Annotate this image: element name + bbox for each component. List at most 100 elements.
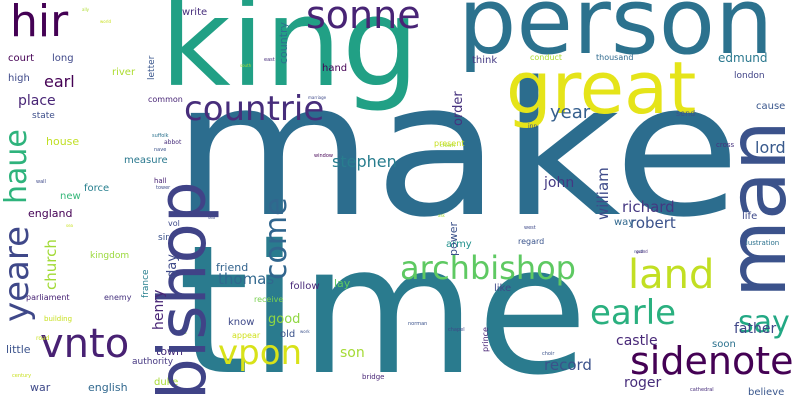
- word-parliament: parliament: [26, 293, 70, 302]
- word-way: way: [614, 217, 635, 228]
- word-good: good: [268, 312, 301, 327]
- word-hand: hand: [322, 63, 348, 74]
- word-king: king: [160, 0, 420, 114]
- word-robert: robert: [630, 214, 676, 232]
- word-road: road: [36, 335, 50, 342]
- word-thomas: thomas: [218, 270, 275, 288]
- word-little: little: [6, 343, 31, 356]
- word-place: place: [18, 93, 56, 109]
- word-haue: haue: [0, 129, 34, 204]
- word-house: house: [46, 135, 80, 148]
- word-ally: ally: [82, 7, 90, 12]
- word-france: france: [141, 269, 151, 298]
- word-countrie: countrie: [184, 89, 325, 129]
- word-cathedral: cathedral: [690, 387, 714, 393]
- word-guard: guard: [636, 249, 648, 254]
- word-castle: castle: [616, 333, 658, 349]
- word-edmund: edmund: [718, 51, 768, 65]
- word-send: send: [676, 109, 696, 118]
- word-receive: receive: [254, 295, 284, 304]
- word-lay: lay: [334, 277, 351, 290]
- word-country: country: [277, 21, 290, 64]
- word-land: land: [628, 252, 715, 298]
- word-tower: tower: [156, 185, 171, 191]
- word-bridge: bridge: [362, 373, 385, 381]
- word-great: great: [506, 46, 697, 130]
- word-man: man: [711, 120, 800, 298]
- word-old: old: [280, 329, 296, 340]
- word-window: window: [314, 153, 333, 159]
- word-long: long: [52, 53, 74, 64]
- word-power: power: [447, 222, 460, 256]
- word-choir: choir: [542, 351, 555, 357]
- word-river: river: [112, 67, 136, 78]
- word-life: life: [742, 211, 758, 222]
- word-record: record: [544, 356, 592, 374]
- word-richard: richard: [622, 198, 675, 216]
- word-earl: earl: [44, 72, 75, 91]
- word-war: war: [30, 381, 51, 394]
- word-high: high: [8, 73, 30, 84]
- word-sea: sea: [66, 223, 73, 228]
- word-think: think: [472, 55, 498, 66]
- word-prince: prince: [481, 327, 490, 352]
- word-order: order: [451, 91, 466, 126]
- word-stephen: stephen: [332, 152, 397, 171]
- word-letter: letter: [147, 55, 157, 80]
- word-lord: lord: [755, 138, 786, 157]
- word-new: new: [60, 191, 81, 202]
- word-appear: appear: [232, 331, 261, 340]
- word-sidenote: sidenote: [630, 339, 794, 383]
- word-roger: roger: [624, 375, 662, 391]
- word-cross: cross: [716, 141, 735, 149]
- word-cause: cause: [756, 101, 786, 112]
- word-mile: mile: [174, 329, 187, 336]
- word-regard: regard: [518, 237, 545, 246]
- word-conduct: conduct: [530, 53, 563, 62]
- word-chapel: chapel: [448, 327, 465, 333]
- word-abbot: abbot: [164, 139, 182, 146]
- word-son: son: [340, 345, 365, 361]
- word-english: english: [88, 381, 128, 394]
- word-wall: wall: [36, 179, 46, 185]
- word-william: william: [594, 167, 612, 220]
- word-make: make: [172, 42, 741, 258]
- word-enemy: enemy: [104, 293, 132, 302]
- word-archbishop: archbishop: [400, 249, 576, 287]
- word-henry: henry: [151, 289, 167, 330]
- word-day: day: [165, 254, 180, 278]
- word-sea-2: sea: [208, 215, 215, 220]
- word-person: person: [458, 0, 774, 75]
- word-yeare: yeare: [0, 225, 37, 322]
- word-year: year: [550, 102, 591, 123]
- word-time: time: [178, 207, 589, 400]
- word-present: present: [434, 139, 465, 148]
- word-south: south: [240, 63, 252, 68]
- word-kingdom: kingdom: [90, 251, 130, 261]
- word-century: century: [12, 373, 32, 379]
- word-earle: earle: [590, 293, 677, 333]
- word-say: say: [738, 305, 790, 340]
- word-army: army: [446, 239, 472, 250]
- word-church: church: [42, 239, 60, 290]
- word-thousand: thousand: [596, 53, 634, 62]
- word-court: court: [8, 53, 34, 64]
- word-force: force: [84, 183, 110, 194]
- word-know: know: [228, 317, 255, 328]
- word-inn: inn: [528, 123, 538, 130]
- word-friend: friend: [216, 261, 249, 274]
- word-sonne: sonne: [306, 0, 421, 37]
- word-common: common: [148, 95, 183, 104]
- word-nave: nave: [154, 147, 167, 153]
- word-hir: hir: [10, 0, 69, 47]
- word-vpon: vpon: [218, 333, 303, 373]
- word-world: world: [100, 19, 112, 24]
- word-state: state: [32, 111, 55, 121]
- word-work: work: [300, 329, 310, 334]
- word-ask: ask: [438, 213, 445, 218]
- word-like: like: [494, 283, 512, 294]
- word-measure: measure: [124, 155, 168, 166]
- word-father: father: [734, 321, 777, 337]
- word-england: england: [28, 207, 73, 220]
- word-come: come: [259, 197, 294, 280]
